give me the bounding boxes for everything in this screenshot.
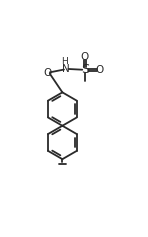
- Text: O: O: [44, 68, 52, 78]
- Text: O: O: [81, 52, 89, 62]
- Text: H: H: [61, 57, 67, 66]
- Text: O: O: [95, 65, 104, 75]
- Text: N: N: [62, 64, 70, 74]
- Text: S: S: [81, 63, 89, 76]
